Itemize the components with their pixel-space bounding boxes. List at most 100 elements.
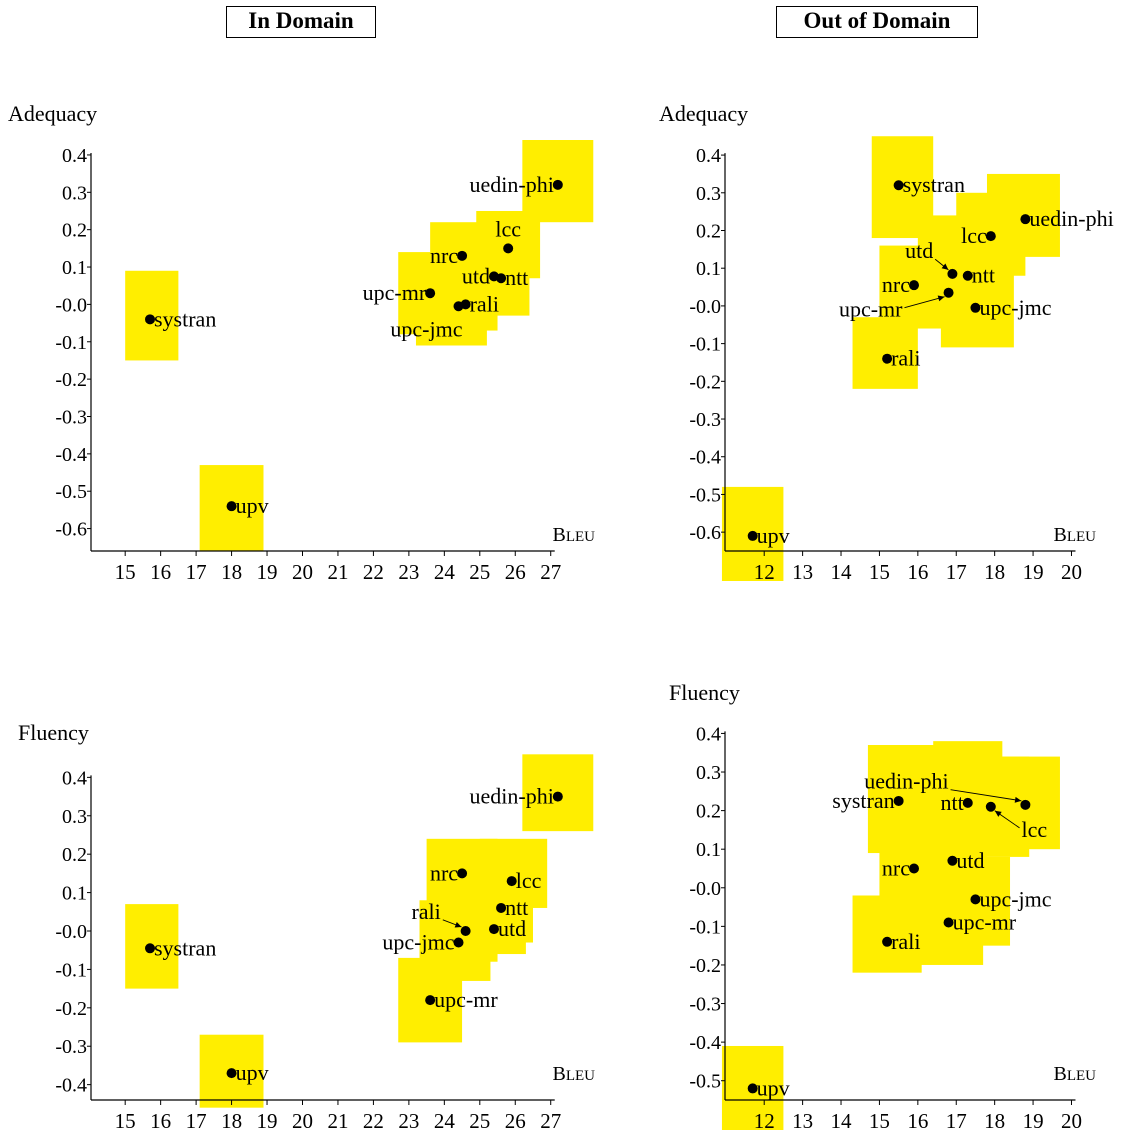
x-tick-label: 14 (831, 1109, 853, 1133)
x-tick-label: 20 (292, 560, 313, 584)
y-tick-label: -0.0 (55, 294, 87, 316)
point-label-upc-jmc: upc-jmc (382, 930, 454, 955)
point-utd (947, 855, 958, 866)
point-utd (488, 271, 499, 282)
x-tick-label: 24 (434, 1109, 456, 1133)
point-label-ntt: ntt (972, 263, 995, 288)
point-label-lcc: lcc (495, 216, 521, 241)
point-upc-jmc (453, 301, 464, 312)
callout-line (950, 789, 1022, 802)
point-systran (893, 795, 904, 806)
point-lcc (985, 231, 996, 242)
y-tick-label: 0.3 (696, 762, 721, 784)
chart-panel-1: -0.6 -0.5 -0.4 -0.3 -0.2 -0.1 -0.0 0.1 0.2 0.3 0.4… (8, 101, 595, 584)
y-axis-label: Adequacy (8, 101, 97, 126)
point-nrc (457, 250, 468, 261)
x-tick-label: 26 (505, 1109, 526, 1133)
y-tick-label: 0.1 (696, 258, 721, 280)
y-tick-label: -0.4 (689, 447, 721, 469)
in-domain-title: In Domain (226, 6, 376, 38)
point-label-upv: upv (757, 1075, 790, 1100)
x-tick-label: 17 (946, 1109, 967, 1133)
x-tick-label: 20 (1061, 560, 1082, 584)
point-label-utd: utd (905, 238, 933, 263)
point-label-upc-mr: upc-mr (363, 280, 427, 305)
point-upc-mr (425, 288, 436, 299)
y-tick-label: 0.1 (62, 883, 87, 905)
point-upv (747, 530, 758, 541)
y-tick-label: -0.6 (55, 519, 87, 541)
point-uedin-phi (1020, 799, 1031, 810)
point-nrc (909, 863, 919, 874)
callout-line (904, 296, 945, 309)
point-systran (145, 314, 156, 325)
chart-panel-2: -0.6 -0.5 -0.4 -0.3 -0.2 -0.1 -0.0 0.1 0.2 0.3 0.4… (659, 101, 1114, 584)
point-nrc (457, 868, 468, 879)
x-tick-label: 19 (1023, 560, 1044, 584)
point-uedin-phi (552, 179, 563, 190)
point-label-ntt: ntt (941, 790, 964, 815)
out-of-domain-title: Out of Domain (776, 6, 978, 38)
callout-arrowhead (454, 921, 462, 928)
point-upc-jmc (970, 894, 981, 905)
x-tick-label: 23 (398, 1109, 419, 1133)
confidence-boxes (125, 140, 594, 551)
x-tick-label: 14 (831, 560, 853, 584)
y-tick-label: 0.3 (62, 182, 87, 204)
point-upc-mr (943, 287, 954, 298)
y-tick-label: -0.3 (55, 1036, 87, 1058)
y-tick-label: -0.3 (689, 409, 721, 431)
x-tick-label: 19 (257, 560, 278, 584)
y-tick-label: 0.1 (696, 839, 721, 861)
y-tick-label: 0.3 (62, 806, 87, 828)
y-tick-label: 0.4 (62, 145, 87, 167)
x-tick-label: 25 (469, 1109, 490, 1133)
x-tick-label: 20 (292, 1109, 313, 1133)
point-lcc (985, 801, 996, 812)
y-axis-label: Fluency (669, 680, 740, 705)
chart-panel-4: -0.5 -0.4 -0.3 -0.2 -0.1 -0.0 0.1 0.2 0.3 0.4 12 13… (669, 680, 1096, 1133)
point-lcc (506, 876, 517, 887)
point-uedin-phi (552, 791, 563, 802)
point-upc-mr (425, 995, 436, 1006)
y-tick-label: -0.5 (689, 1071, 721, 1093)
x-tick-label: 23 (398, 560, 419, 584)
y-tick-label: -0.5 (55, 481, 87, 503)
x-axis-label: BLEU (1053, 1063, 1096, 1085)
point-upc-mr (943, 917, 954, 928)
x-tick-label: 22 (363, 560, 384, 584)
x-tick-label: 17 (946, 560, 967, 584)
x-tick-label: 12 (754, 1109, 775, 1133)
point-rali (460, 926, 471, 936)
point-ntt (962, 270, 973, 281)
y-tick-label: 0.3 (696, 183, 721, 205)
x-tick-label: 15 (869, 560, 890, 584)
point-label-lcc: lcc (1022, 817, 1048, 842)
y-tick-label: -0.6 (689, 522, 721, 544)
box-upc-jmc (415, 274, 487, 346)
y-tick-label: -0.2 (689, 955, 721, 977)
callout-arrowhead (994, 810, 1002, 817)
point-label-uedin-phi: uedin-phi (469, 784, 553, 809)
point-label-rali: rali (891, 346, 920, 371)
confidence-boxes (721, 136, 1060, 581)
y-tick-label: -0.5 (689, 484, 721, 506)
point-upc-jmc (453, 937, 464, 948)
x-tick-label: 25 (469, 560, 490, 584)
y-tick-label: 0.2 (696, 801, 721, 823)
x-tick-label: 15 (115, 560, 136, 584)
y-tick-label: -0.0 (689, 296, 721, 318)
x-tick-label: 12 (754, 560, 775, 584)
point-systran (145, 943, 156, 954)
point-label-utd: utd (498, 916, 526, 941)
x-axis-label: BLEU (552, 1063, 595, 1085)
x-tick-label: 27 (540, 560, 561, 584)
point-label-nrc: nrc (430, 243, 458, 268)
x-tick-label: 18 (984, 560, 1005, 584)
callout-arrowhead (937, 295, 945, 302)
point-systran (893, 180, 904, 191)
point-label-systran: systran (832, 788, 894, 813)
point-nrc (909, 280, 919, 291)
point-upv (226, 501, 237, 512)
